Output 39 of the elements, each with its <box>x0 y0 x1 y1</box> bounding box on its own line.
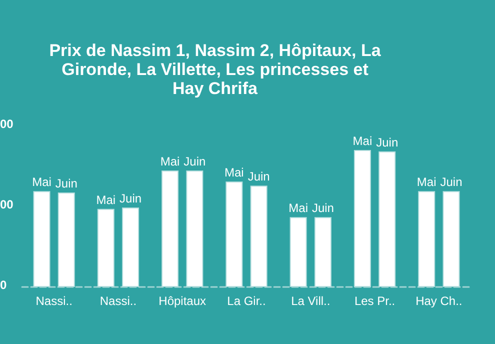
text: Juin <box>55 176 78 190</box>
x-tick-label: La Vill.. <box>291 294 330 308</box>
bar <box>314 217 332 287</box>
text: Mai <box>160 154 180 169</box>
chart-title: Prix de Nassim 1, Nassim 2, Hôpitaux, La Gironde, La Villette, Les princesses et Hay Chrifa <box>49 41 382 98</box>
text: Mai <box>32 175 52 190</box>
bar <box>162 170 179 287</box>
bar <box>354 150 371 287</box>
series-label: Juin <box>120 192 142 206</box>
text: Juin <box>184 154 206 169</box>
bar <box>33 191 50 287</box>
x-tick-label: La Gir.. <box>227 294 266 308</box>
text: Juin <box>440 175 462 190</box>
bar <box>97 208 114 287</box>
bar <box>442 191 460 287</box>
bar <box>418 191 436 287</box>
bar <box>226 182 243 287</box>
bar <box>186 170 204 287</box>
bar <box>378 151 396 287</box>
series-label: Mai <box>352 134 372 148</box>
text: Juin <box>312 201 334 216</box>
text: 00 <box>0 117 14 131</box>
text: Mai <box>96 192 116 207</box>
bar <box>122 208 140 287</box>
bar <box>250 186 268 287</box>
x-tick-label: Hay Ch.. <box>416 294 462 308</box>
text: Mai <box>224 166 244 180</box>
bar <box>58 192 75 287</box>
text: 0 <box>0 278 7 292</box>
x-tick-label: Nassi.. <box>100 294 137 308</box>
text: Mai <box>416 175 436 190</box>
text: 00 <box>0 198 14 212</box>
x-tick-label: Les Pr.. <box>354 294 396 308</box>
text: Juin <box>376 135 398 150</box>
bar <box>290 217 307 287</box>
x-tick-label: Nassi.. <box>36 294 72 308</box>
text: Mai <box>288 201 308 216</box>
x-tick-label: Hôpitaux <box>158 294 206 308</box>
text: Juin <box>248 170 270 184</box>
